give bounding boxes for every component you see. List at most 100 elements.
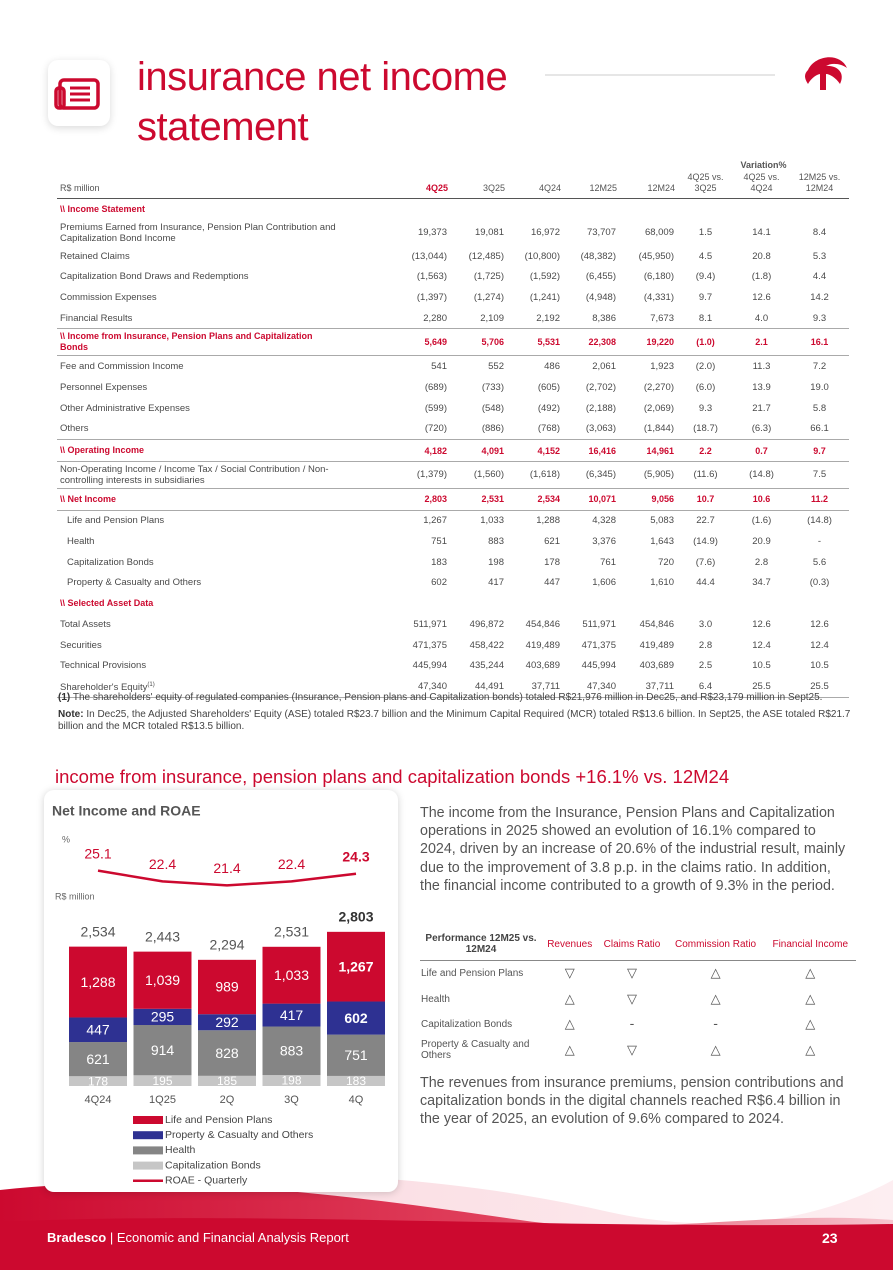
row-label-cell: Other Administrative Expenses: [57, 398, 398, 419]
footer-brand: Bradesco: [47, 1230, 107, 1245]
indicator: △: [710, 966, 721, 982]
cell: (2,069): [643, 402, 674, 414]
segment-label: 198: [281, 1074, 301, 1088]
cell: (886): [481, 423, 504, 435]
legend-label: Health: [165, 1144, 196, 1156]
cell: (605): [537, 381, 560, 393]
table-row: Property & Casualty and Others 602 417 447 1…: [57, 573, 849, 594]
cell: (768): [537, 423, 560, 435]
cell: 11.3: [752, 361, 771, 373]
cell: 2,109: [480, 312, 504, 324]
segment-label: 883: [280, 1043, 304, 1059]
cell: 4,091: [451, 439, 508, 462]
row-label-text: Total Assets: [60, 618, 111, 630]
row-label-text: Other Administrative Expenses: [60, 402, 190, 414]
page-title: insurance net income statement: [137, 55, 508, 149]
segment-label: 295: [151, 1009, 175, 1025]
cell: (6.0): [695, 381, 716, 393]
indicator: ▽: [627, 991, 637, 1007]
cell: (48,382): [580, 250, 616, 262]
indicator: -: [713, 1017, 718, 1033]
table-row: Capitalization Bond Draws and Redemption…: [57, 266, 849, 287]
bar-segment: [327, 1001, 385, 1035]
cell: 445,994: [412, 660, 447, 672]
cell: 4,152: [508, 439, 564, 462]
segment-label: 1,288: [80, 974, 115, 990]
table-row: Financial Results 2,280 2,109 2,192 8,386 7,6…: [57, 308, 849, 329]
cell: 9,056: [620, 487, 678, 511]
cell: 761: [600, 556, 616, 568]
cell: 552: [488, 361, 504, 373]
cell: 44,491: [451, 676, 508, 698]
cell: (1,592): [529, 271, 560, 283]
cell: 720: [658, 556, 674, 568]
cell: 13.9: [752, 381, 771, 393]
income-table: Variation% R$ million 4Q25 3Q25 4Q24 12M25 12…: [57, 158, 850, 698]
row-label-text: Capitalization Bond Draws and Redemption…: [60, 271, 249, 283]
legend-label: ROAE - Quarterly: [165, 1175, 248, 1187]
note: (1) The shareholders' equity of regulate…: [58, 692, 854, 705]
column-header: Claims Ratio: [597, 928, 667, 961]
bar-segment: [69, 946, 127, 1018]
segment-label: 914: [151, 1042, 175, 1058]
bar-segment: [69, 1076, 127, 1086]
paragraph: The revenues from insurance premiums, pe…: [420, 1075, 844, 1128]
cell: 5.3: [812, 250, 827, 262]
table-row: Shareholder's Equity(1) 47,340 44,491 37,71…: [57, 676, 850, 698]
cell: 10.5: [810, 660, 829, 672]
cell: 9.7: [698, 291, 713, 303]
table-row: Others (720) (886) (768) (3,063) (1,844) (18.7…: [57, 419, 849, 440]
row-label-cell: Life and Pension Plans: [57, 510, 398, 531]
cell: 16.1: [790, 328, 850, 357]
cell: 183: [431, 556, 447, 568]
cell: 471,375: [412, 639, 447, 651]
cell: (1,274): [473, 291, 504, 303]
cell: 66.1: [810, 423, 829, 435]
row-label: Shareholder's Equity(1): [60, 678, 340, 695]
segment-label: 828: [215, 1045, 239, 1061]
row-label-cell: \\ Net Income: [57, 487, 398, 511]
row-label-cell: Others: [57, 419, 398, 440]
cell: (1,397): [416, 291, 447, 303]
cell: 4.4: [812, 271, 827, 283]
table-row: Non-Operating Income / Income Tax / Soci…: [57, 461, 849, 488]
table-row: Securities 471,375 458,422 419,489 471,375 41…: [57, 635, 849, 656]
variation-header: Variation%: [740, 160, 787, 170]
cell: (1,844): [643, 423, 674, 435]
table-row: Life and Pension Plans ▽ ▽ △ △: [420, 961, 856, 987]
row-label: \\ Income Statement: [60, 202, 340, 217]
segment-label: 989: [215, 979, 239, 995]
cell: 14,961: [620, 439, 678, 462]
row-label-text: Property & Casualty and Others: [67, 577, 202, 589]
cell: 12.4: [810, 639, 829, 651]
row-label-text: Others: [60, 423, 89, 435]
row-label-text: Capitalization Bonds: [67, 556, 154, 568]
cell: 2,061: [592, 361, 616, 373]
indicator: △: [710, 991, 721, 1007]
cell: 9.3: [812, 312, 827, 324]
row-label-cell: Health: [57, 531, 398, 552]
cell: (2.0): [695, 361, 716, 373]
note: Note: In Dec25, the Adjusted Shareholder…: [58, 709, 854, 734]
chart-title: Net Income and ROAE: [52, 803, 201, 819]
table-row: Other Administrative Expenses (599) (548) (…: [57, 398, 849, 419]
row-label: Non-Operating Income / Income Tax / Soci…: [60, 462, 340, 488]
row-label: Premiums Earned from Insurance, Pension …: [60, 220, 340, 246]
row-label: \\ Operating Income: [60, 443, 340, 458]
column-header: Performance 12M25 vs. 12M24: [420, 928, 542, 961]
cell: 10.6: [733, 487, 790, 511]
column-header: 4Q25 vs. 4Q24: [733, 172, 790, 199]
cell: 11.2: [790, 487, 850, 511]
legend-swatch: [133, 1131, 163, 1140]
cell: 4.0: [754, 312, 769, 324]
row-label-cell: Capitalization Bond Draws and Redemption…: [57, 266, 398, 287]
footer-report: | Economic and Financial Analysis Report: [109, 1230, 349, 1245]
cell: 883: [488, 536, 504, 548]
cell: (733): [481, 381, 504, 393]
x-tick-label: 1Q25: [149, 1094, 176, 1106]
row-label-cell: Commission Expenses: [57, 287, 398, 308]
bar-segment: [133, 951, 192, 1009]
cell: 12.6: [752, 618, 771, 630]
row-label-cell: \\ Operating Income: [57, 439, 398, 462]
